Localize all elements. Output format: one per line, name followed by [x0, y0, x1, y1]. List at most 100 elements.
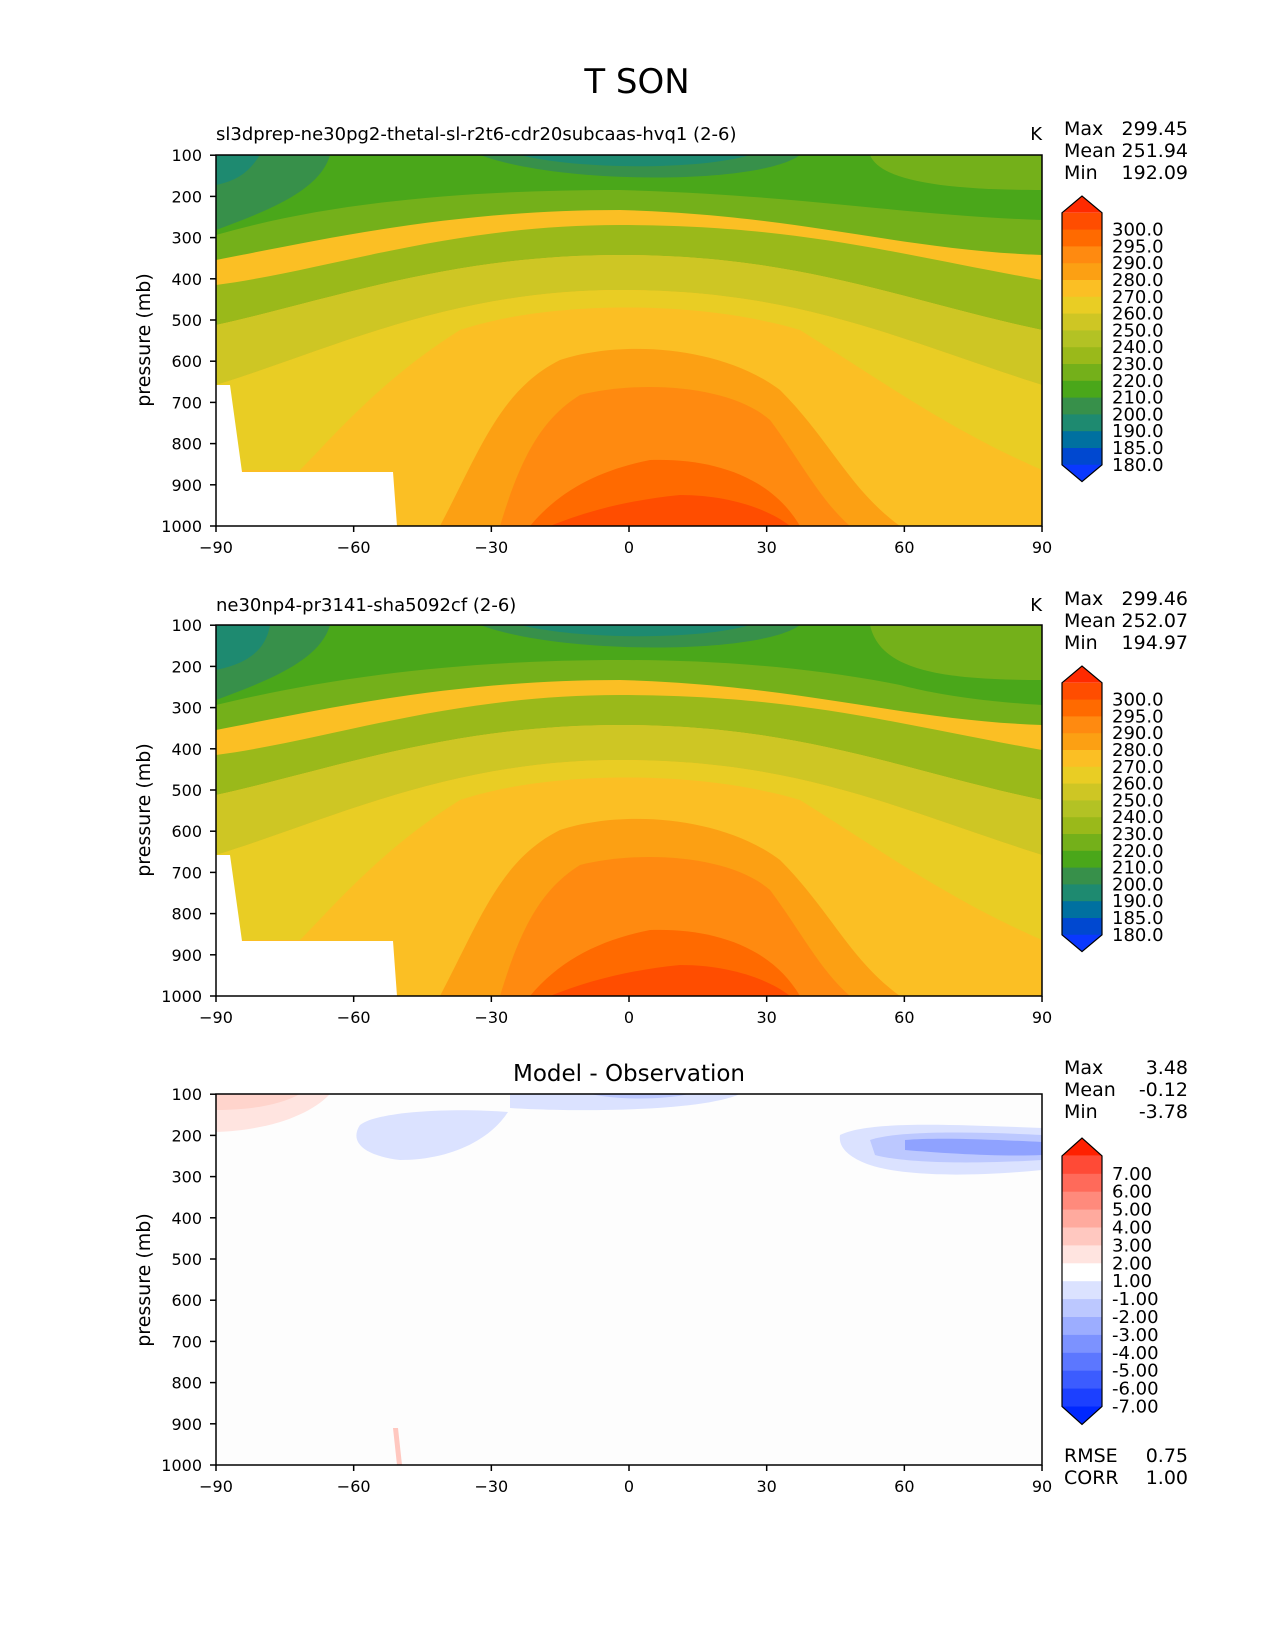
colorbar-tick-label: 230.0 — [1112, 824, 1164, 845]
panel-test-y-tick-label: 500 — [171, 311, 202, 330]
colorbar-segment — [1062, 918, 1102, 936]
colorbar-tick-label: -7.00 — [1112, 1397, 1159, 1418]
panel-difference-plot-area — [215, 1093, 1043, 1466]
panel-test-y-tick-label: 700 — [171, 393, 202, 412]
colorbar-segment — [1062, 1352, 1102, 1372]
colorbar-tick-label: -5.00 — [1112, 1361, 1159, 1382]
colorbar-tick-label: 300.0 — [1112, 690, 1164, 711]
panel-test-x-tick-label: 60 — [894, 538, 914, 557]
panel-difference-stat-label: Mean — [1064, 1079, 1116, 1101]
colorbar-outline — [1061, 1137, 1103, 1426]
panel-difference-x-tick-label: 0 — [624, 1477, 634, 1496]
colorbar-segment — [1062, 380, 1102, 399]
colorbar-segment — [1062, 1388, 1102, 1407]
colorbar-tick-label: 210.0 — [1112, 858, 1164, 879]
colorbar-segment — [1062, 834, 1102, 852]
colorbar-segment — [1062, 699, 1102, 717]
colorbar-tick-label: 185.0 — [1112, 908, 1164, 929]
colorbar-tick-label: -2.00 — [1112, 1307, 1159, 1328]
colorbar-segment — [1062, 783, 1102, 801]
colorbar-segment — [1062, 347, 1102, 365]
panel-test-stat-value: 192.09 — [1122, 162, 1188, 184]
colorbar-tick-label: 200.0 — [1112, 404, 1164, 425]
panel-difference-y-tick-label: 500 — [171, 1250, 202, 1269]
colorbar-tick-label: 5.00 — [1112, 1200, 1152, 1221]
colorbar-segment — [1062, 364, 1102, 382]
colorbar-tick-label: 250.0 — [1112, 320, 1164, 341]
colorbar-segment — [1062, 1245, 1102, 1264]
colorbar-segment — [1062, 229, 1102, 247]
panel-test-stat-value: 251.94 — [1122, 140, 1188, 162]
panel-difference-y-tick-label: 300 — [171, 1168, 202, 1187]
colorbar-tick-label: 190.0 — [1112, 421, 1164, 442]
colorbar-segment — [1062, 850, 1102, 869]
colorbar-tick-label: 7.00 — [1112, 1164, 1152, 1185]
panel-test-y-tick-label: 300 — [171, 229, 202, 248]
panel-reference-stat-label: Min — [1064, 632, 1098, 654]
panel-difference-y-tick-label: 200 — [171, 1126, 202, 1145]
colorbar-tick-label: 180.0 — [1112, 455, 1164, 476]
panel-difference-metric-value: 0.75 — [1146, 1445, 1188, 1467]
panel-reference-x-tick-label: 60 — [894, 1008, 914, 1027]
colorbar-tick-label: 210.0 — [1112, 388, 1164, 409]
panel-difference-metric-label: RMSE — [1064, 1445, 1118, 1467]
panel-reference-stat-value: 194.97 — [1122, 632, 1188, 654]
colorbar-tick-label: 280.0 — [1112, 270, 1164, 291]
colorbar-segment — [1062, 296, 1102, 315]
panel-difference-stat-value: -0.12 — [1139, 1079, 1188, 1101]
colorbar-tick-label: 290.0 — [1112, 723, 1164, 744]
colorbar-tick-label: 260.0 — [1112, 304, 1164, 325]
panel-reference-y-tick-label: 500 — [171, 781, 202, 800]
panel-difference-stat-value: 3.48 — [1146, 1057, 1188, 1079]
panel-difference-x-tick-label: 30 — [757, 1477, 777, 1496]
panel-reference-x-tick-label: −60 — [337, 1008, 371, 1027]
colorbar-segment — [1062, 800, 1102, 818]
panel-reference-y-tick-label: 700 — [171, 863, 202, 882]
colorbar-segment — [1062, 330, 1102, 348]
colorbar-tick-label: -4.00 — [1112, 1343, 1159, 1364]
colorbar-segment — [1062, 867, 1102, 885]
panel-difference-x-tick-label: 90 — [1032, 1477, 1052, 1496]
panel-difference-y-label: pressure (mb) — [133, 1213, 155, 1347]
panel-reference-y-tick-label: 400 — [171, 740, 202, 759]
panel-difference: Model - Observation 10020030040050060070… — [133, 1057, 1188, 1496]
colorbar-tick-label: 295.0 — [1112, 236, 1164, 257]
colorbar-tick-label: 4.00 — [1112, 1218, 1152, 1239]
panel-reference-y-tick-label: 800 — [171, 905, 202, 924]
colorbar-top-arrow — [1062, 1138, 1102, 1156]
colorbar-top-arrow — [1062, 196, 1102, 213]
colorbar-segment — [1062, 766, 1102, 785]
panel-reference: ne30np4-pr3141-sha5092cf (2-6) K 100 200 3… — [133, 588, 1188, 1027]
panel-test-y-tick-label: 1000 — [161, 517, 202, 536]
colorbar-tick-label: 220.0 — [1112, 371, 1164, 392]
panel-difference-y-tick-label: 1000 — [161, 1456, 202, 1475]
panel-reference-x-tick-label: −30 — [474, 1008, 508, 1027]
panel-reference-stat-label: Mean — [1064, 610, 1116, 632]
colorbar-tick-label: 260.0 — [1112, 774, 1164, 795]
colorbar-segment — [1062, 1227, 1102, 1246]
colorbar-tick-label: -6.00 — [1112, 1379, 1159, 1400]
panel-difference-x-tick-label: −90 — [199, 1477, 233, 1496]
panel-test-units: K — [1030, 124, 1043, 145]
colorbar-tick-label: 6.00 — [1112, 1182, 1152, 1203]
panel-test-y-tick-label: 200 — [171, 187, 202, 206]
colorbar-segment — [1062, 1191, 1102, 1211]
panel-difference-metric-label: CORR — [1064, 1467, 1119, 1489]
colorbar-tick-label: 290.0 — [1112, 253, 1164, 274]
panel-difference-x-tick-label: −30 — [474, 1477, 508, 1496]
colorbar-tick-label: 230.0 — [1112, 354, 1164, 375]
colorbar-segment — [1062, 733, 1102, 751]
colorbar-segment — [1062, 246, 1102, 264]
colorbar-segment — [1062, 884, 1102, 902]
colorbar-segment — [1062, 1317, 1102, 1336]
panel-reference-stat-value: 252.07 — [1122, 610, 1188, 632]
panel-reference-plot-area — [215, 624, 1043, 997]
panel-difference-y-tick-label: 900 — [171, 1415, 202, 1434]
panel-reference-title: ne30np4-pr3141-sha5092cf (2-6) — [216, 595, 516, 616]
panel-reference-y-label: pressure (mb) — [133, 743, 155, 877]
colorbar-segment — [1062, 1334, 1102, 1354]
panel-test-y-tick-label: 600 — [171, 352, 202, 371]
colorbar-segment — [1062, 414, 1102, 432]
panel-reference-stat-label: Max — [1064, 588, 1103, 610]
colorbar-bottom-arrow — [1062, 1406, 1102, 1425]
